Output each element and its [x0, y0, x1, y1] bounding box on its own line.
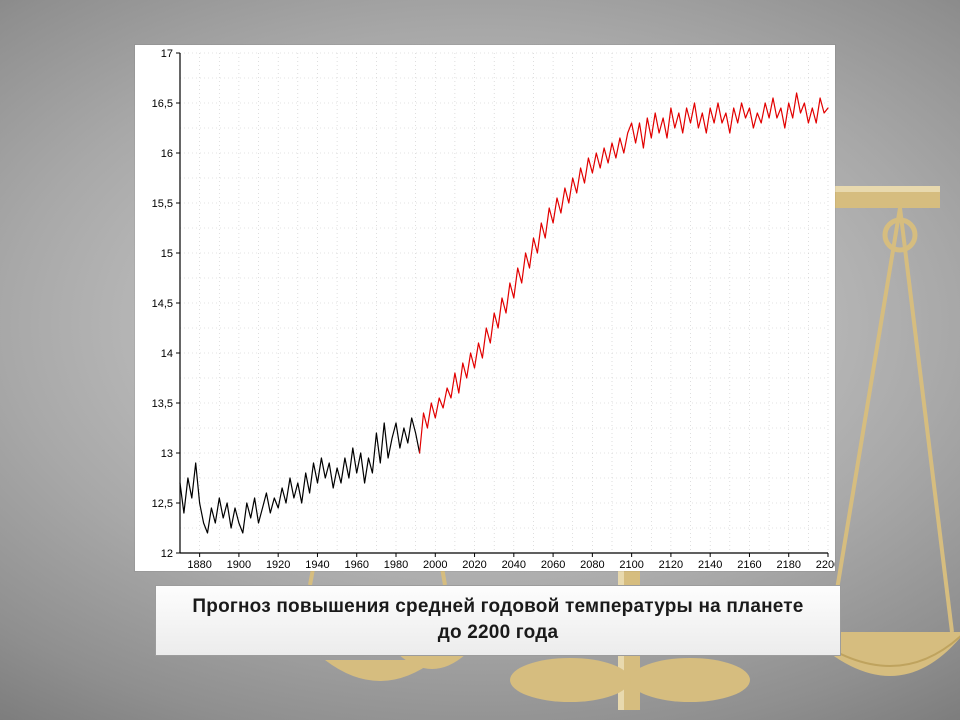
svg-text:2040: 2040	[502, 559, 526, 571]
chart-caption: Прогноз повышения средней годовой темпер…	[155, 585, 841, 656]
svg-text:12,5: 12,5	[152, 498, 173, 510]
svg-text:2060: 2060	[541, 559, 565, 571]
svg-text:14,5: 14,5	[152, 298, 173, 310]
svg-text:2100: 2100	[619, 559, 643, 571]
svg-text:16,5: 16,5	[152, 98, 173, 110]
caption-line-1: Прогноз повышения средней годовой темпер…	[192, 596, 803, 617]
svg-text:1940: 1940	[305, 559, 329, 571]
svg-text:2180: 2180	[776, 559, 800, 571]
svg-text:1900: 1900	[227, 559, 251, 571]
svg-text:17: 17	[161, 48, 173, 60]
svg-text:16: 16	[161, 148, 173, 160]
svg-text:13,5: 13,5	[152, 398, 173, 410]
svg-text:13: 13	[161, 448, 173, 460]
svg-text:2080: 2080	[580, 559, 604, 571]
temperature-chart: 12 12,5 13 13,5 14 14,5 15 15,5 16 16,5 17 1880 1900…	[135, 45, 835, 571]
svg-text:1880: 1880	[187, 559, 211, 571]
svg-text:14: 14	[161, 348, 173, 360]
svg-text:2020: 2020	[462, 559, 486, 571]
svg-text:1920: 1920	[266, 559, 290, 571]
svg-text:2120: 2120	[659, 559, 683, 571]
chart-svg: 12 12,5 13 13,5 14 14,5 15 15,5 16 16,5 17 1880 1900…	[135, 45, 835, 571]
svg-text:15,5: 15,5	[152, 198, 173, 210]
caption-line-2: до 2200 года	[438, 622, 559, 643]
svg-text:12: 12	[161, 548, 173, 560]
svg-text:2200: 2200	[816, 559, 835, 571]
svg-text:1980: 1980	[384, 559, 408, 571]
svg-text:2000: 2000	[423, 559, 447, 571]
svg-text:15: 15	[161, 248, 173, 260]
svg-text:1960: 1960	[344, 559, 368, 571]
svg-text:2140: 2140	[698, 559, 722, 571]
svg-text:2160: 2160	[737, 559, 761, 571]
